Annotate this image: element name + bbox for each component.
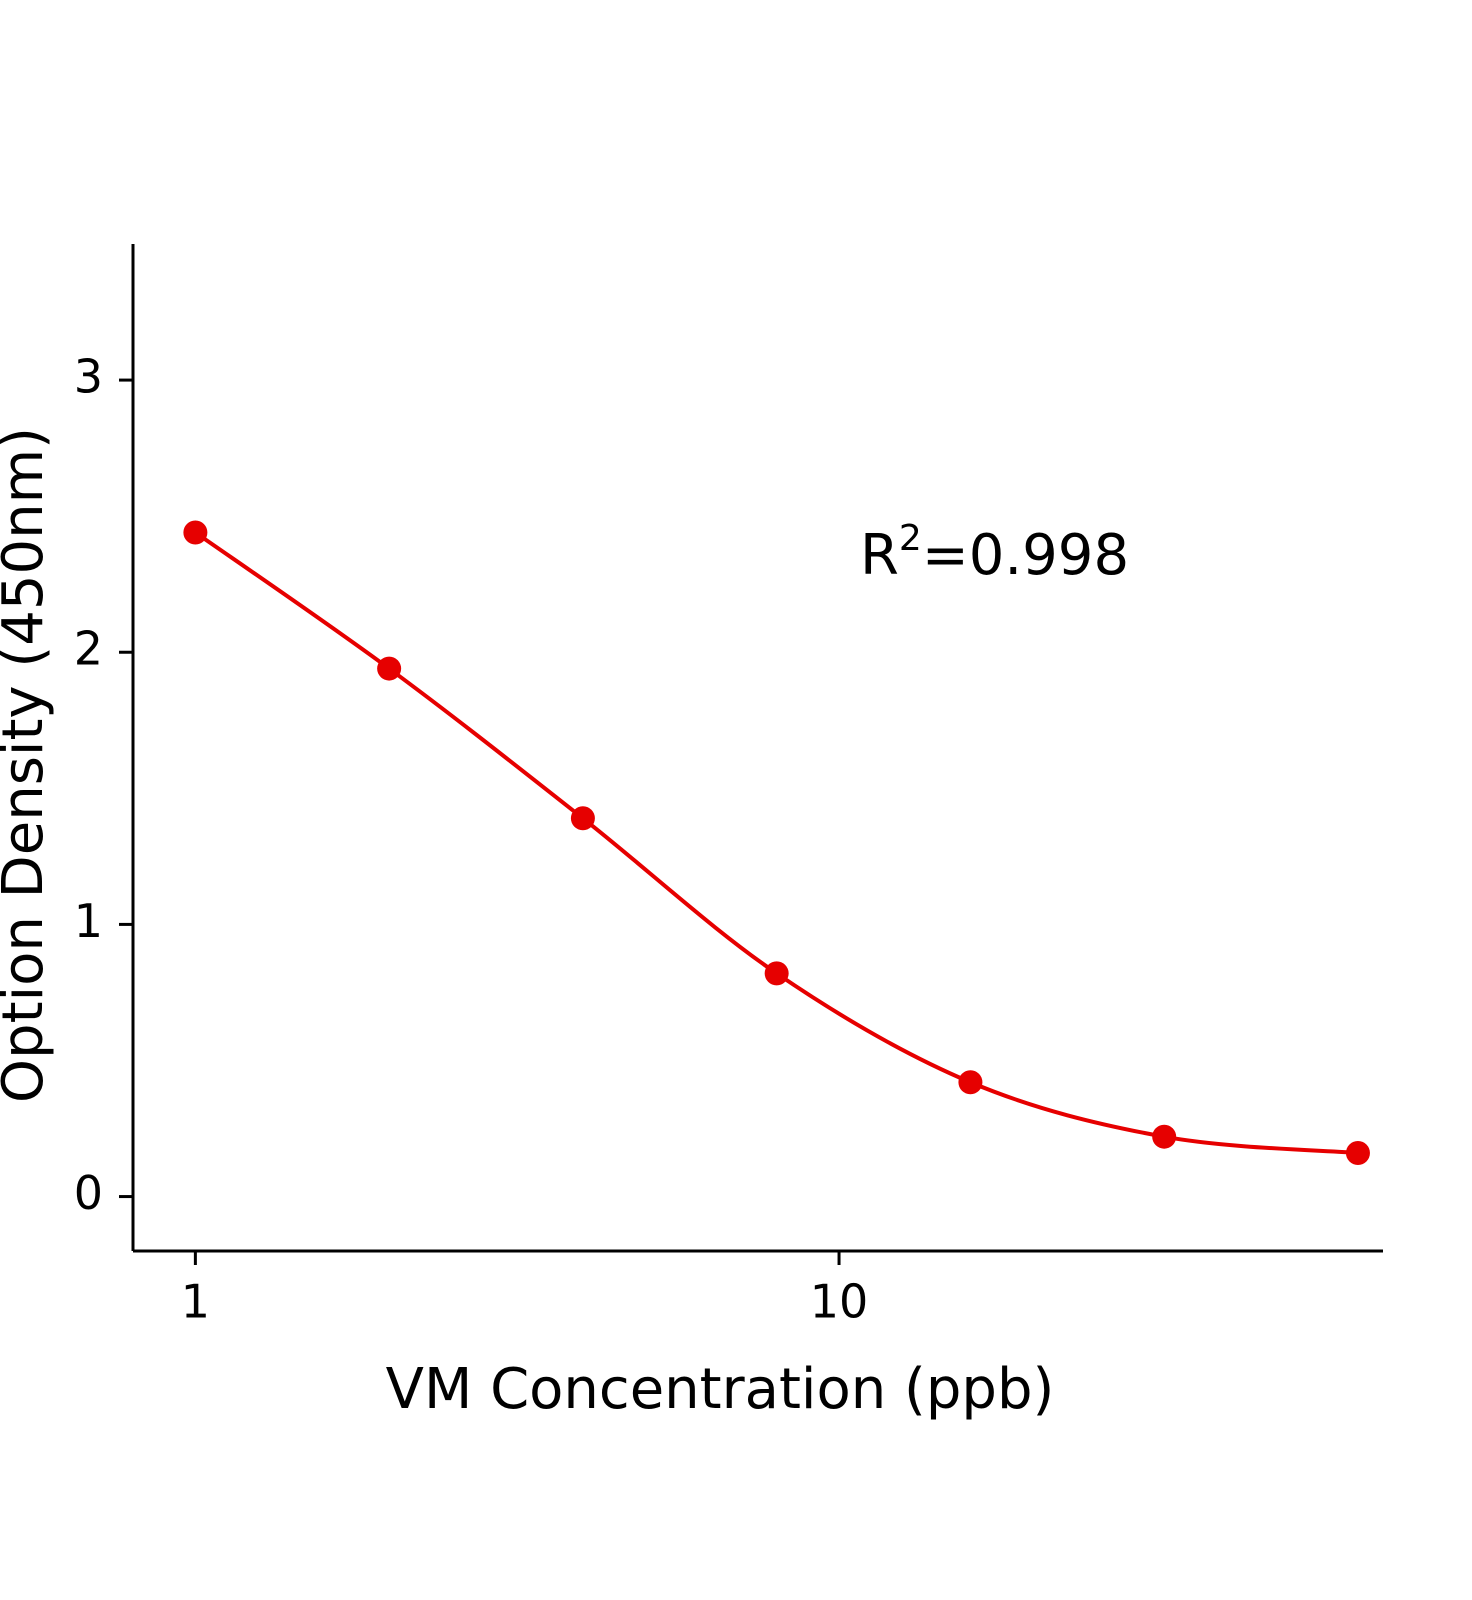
x-tick-label: 10: [810, 1275, 869, 1329]
annotation: R2=0.998: [860, 518, 1129, 588]
y-axis-label: Option Density (450nm): [0, 427, 56, 1103]
y-tick-label: 3: [74, 350, 103, 404]
y-tick-label: 0: [74, 1166, 103, 1220]
annotation-text: =0.998: [922, 523, 1129, 588]
data-line: [194, 530, 1359, 1156]
data-point: [764, 961, 789, 986]
data-point: [183, 520, 208, 545]
annotation-text: R: [860, 523, 899, 588]
x-axis-label: VM Concentration (ppb): [386, 1357, 1055, 1422]
data-point: [958, 1070, 983, 1095]
x-tick-label: 1: [181, 1275, 210, 1329]
data-point: [1345, 1141, 1370, 1166]
data-point: [570, 806, 595, 831]
annotation-superscript: 2: [899, 518, 922, 559]
data-point: [377, 656, 402, 681]
y-tick-label: 1: [74, 894, 103, 948]
y-tick-label: 2: [74, 622, 103, 676]
data-point: [1152, 1124, 1177, 1149]
